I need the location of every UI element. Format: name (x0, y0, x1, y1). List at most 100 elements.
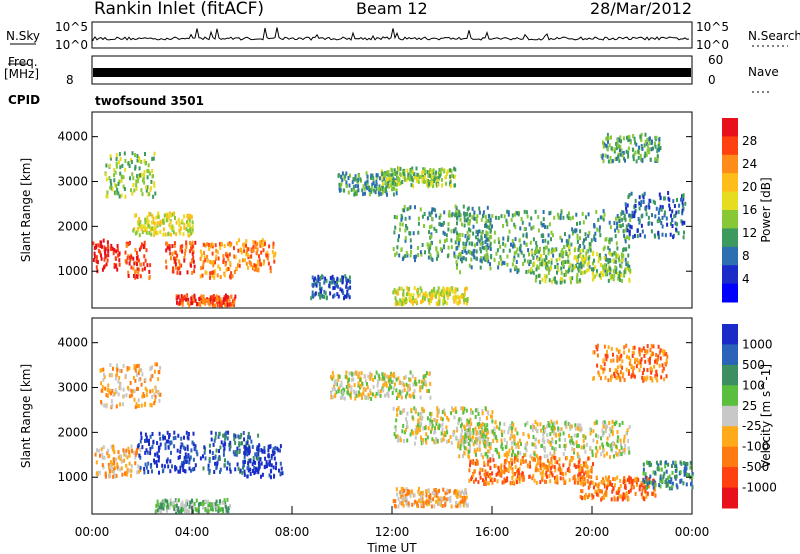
echo-cell (213, 294, 215, 299)
echo-cell (177, 217, 180, 222)
echo-cell (375, 175, 378, 180)
echo-cell (453, 174, 456, 179)
echo-cell (430, 256, 433, 261)
echo-cell (578, 254, 581, 258)
echo-cell (171, 464, 173, 469)
echo-cell (332, 286, 335, 291)
echo-cell (208, 302, 211, 307)
echo-cell (127, 241, 130, 246)
echo-cell (601, 442, 604, 447)
echo-cell (260, 239, 263, 244)
echo-cell (595, 272, 598, 277)
echo-cell (349, 395, 352, 400)
echo-cell (147, 163, 150, 168)
echo-cell (614, 157, 617, 162)
echo-cell (238, 443, 241, 448)
echo-cell (542, 234, 545, 238)
echo-cell (618, 216, 621, 221)
echo-cell (596, 269, 598, 274)
echo-cell (541, 470, 544, 475)
echo-cell (449, 498, 452, 503)
echo-cell (478, 440, 481, 445)
echo-cell (312, 277, 315, 282)
echo-cell (173, 504, 176, 508)
echo-cell (115, 153, 118, 158)
echo-cell (593, 485, 595, 490)
echo-cell (128, 450, 131, 455)
echo-cell (422, 167, 425, 172)
echo-cell (407, 388, 410, 392)
echo-cell (399, 227, 401, 232)
echo-cell (420, 441, 423, 446)
echo-cell (119, 457, 122, 461)
echo-cell (409, 293, 412, 298)
echo-cell (589, 481, 592, 486)
echo-cell (429, 411, 432, 416)
echo-cell (539, 463, 542, 468)
echo-cell (431, 437, 434, 442)
echo-cell (402, 494, 405, 499)
echo-cell (143, 394, 146, 398)
echo-cell (389, 173, 392, 178)
echo-cell (473, 479, 475, 484)
echo-cell (637, 478, 640, 482)
echo-cell (260, 461, 263, 466)
echo-cell (597, 486, 600, 491)
echo-cell (162, 227, 165, 232)
echo-cell (253, 465, 256, 470)
echo-cell (474, 461, 477, 466)
echo-cell (353, 371, 355, 376)
echo-cell (127, 161, 130, 166)
echo-cell (229, 275, 232, 280)
echo-cell (330, 395, 333, 400)
echo-cell (623, 269, 626, 274)
echo-cell (140, 188, 143, 193)
echo-cell (501, 260, 504, 265)
echo-cell (226, 466, 229, 471)
echo-cell (616, 430, 619, 434)
echo-cell (437, 176, 440, 181)
echo-cell (211, 451, 214, 455)
echo-cell (476, 407, 479, 412)
echo-cell (225, 267, 228, 272)
echo-cell (345, 276, 348, 281)
echo-cell (103, 375, 106, 379)
echo-cell (222, 259, 225, 264)
echo-cell (125, 463, 128, 468)
echo-cell (383, 376, 386, 381)
echo-cell (635, 142, 638, 147)
echo-cell (357, 381, 360, 386)
echo-cell (350, 377, 353, 382)
echo-cell (166, 503, 169, 508)
echo-cell (631, 147, 634, 152)
echo-cell (522, 477, 525, 482)
echo-cell (189, 240, 191, 245)
echo-cell (130, 388, 133, 393)
echo-cell (422, 500, 425, 505)
echo-cell (139, 262, 142, 267)
echo-cell (195, 498, 198, 503)
echo-cell (594, 482, 597, 487)
echo-cell (539, 480, 542, 485)
echo-cell (549, 210, 552, 215)
echo-cell (500, 438, 503, 443)
echo-cell (100, 381, 103, 386)
echo-cell (345, 370, 348, 375)
echo-cell (395, 191, 398, 196)
echo-cell (134, 153, 136, 158)
echo-cell (121, 163, 124, 168)
echo-cell (408, 383, 411, 388)
echo-cell (560, 238, 563, 243)
echo-cell (543, 246, 546, 251)
echo-cell (228, 241, 231, 246)
echo-cell (134, 231, 137, 236)
echo-cell (544, 238, 547, 243)
echo-cell (436, 419, 439, 423)
echo-cell (479, 241, 482, 246)
echo-cell (394, 296, 397, 301)
echo-cell (444, 433, 447, 437)
echo-cell (633, 210, 636, 215)
echo-cell (555, 420, 558, 425)
echo-cell (621, 217, 624, 222)
echo-cell (128, 255, 131, 260)
